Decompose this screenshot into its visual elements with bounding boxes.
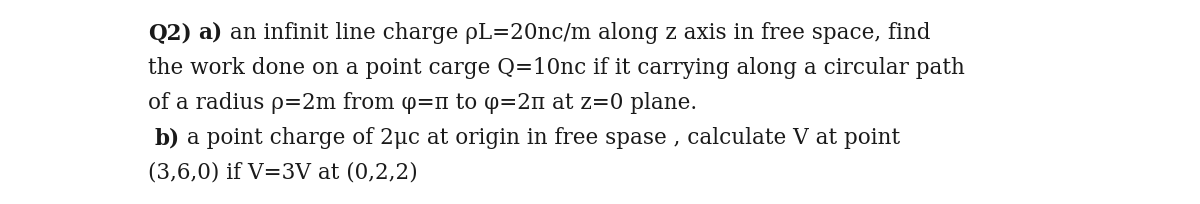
Text: b): b) bbox=[155, 126, 180, 148]
Text: a point charge of 2μc at origin in free spase , calculate V at point: a point charge of 2μc at origin in free … bbox=[180, 126, 900, 148]
Text: Q2): Q2) bbox=[148, 22, 192, 44]
Text: the work done on a point carge Q=10nc if it carrying along a circular path: the work done on a point carge Q=10nc if… bbox=[148, 57, 965, 79]
Text: a): a) bbox=[198, 22, 223, 44]
Text: an infinit line charge ρL=20nc/m along z axis in free space, find: an infinit line charge ρL=20nc/m along z… bbox=[223, 22, 930, 44]
Text: (3,6,0) if V=3V at (0,2,2): (3,6,0) if V=3V at (0,2,2) bbox=[148, 161, 418, 183]
Text: of a radius ρ=2m from φ=π to φ=2π at z=0 plane.: of a radius ρ=2m from φ=π to φ=2π at z=0… bbox=[148, 92, 697, 113]
